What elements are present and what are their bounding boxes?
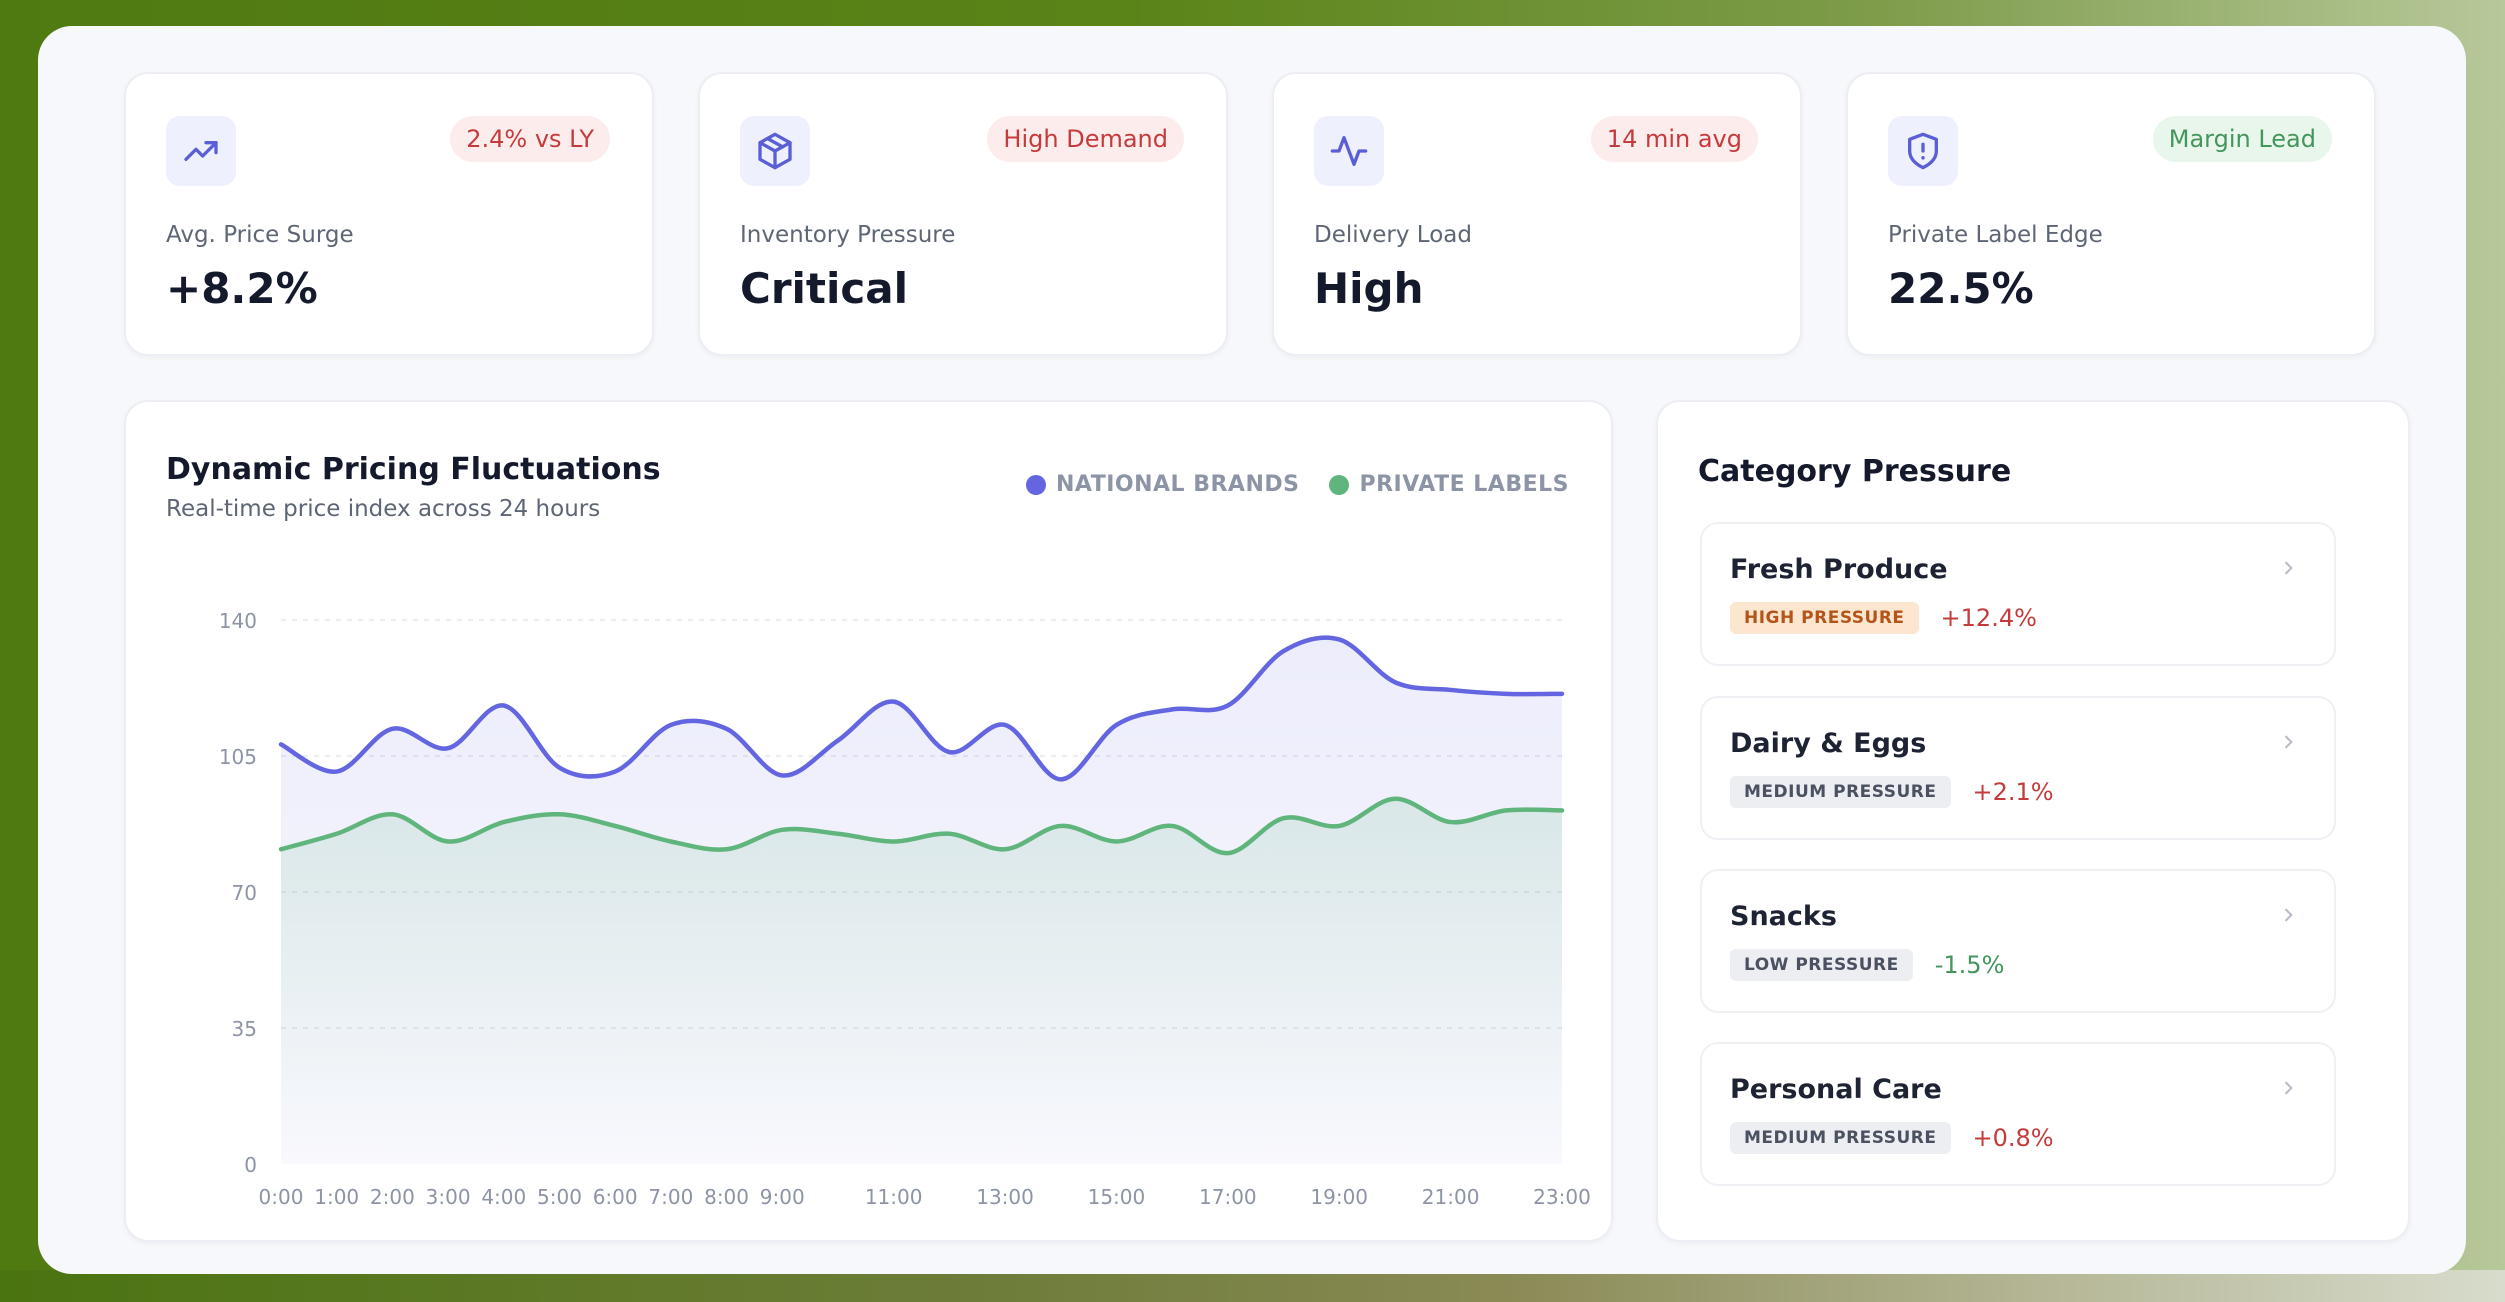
x-tick-label: 23:00 [1533,1185,1591,1209]
x-tick-label: 21:00 [1422,1185,1480,1209]
category-name: Dairy & Eggs [1730,728,1927,759]
trending-up-icon [166,116,236,186]
category-item-dairy-eggs[interactable]: Dairy & Eggs MEDIUM PRESSURE +2.1% [1700,696,2336,840]
chart-legend: NATIONAL BRANDS PRIVATE LABELS [1025,472,1569,497]
x-tick-label: 5:00 [537,1185,582,1209]
category-change: -1.5% [1934,951,2005,979]
y-tick-label: 35 [232,1017,257,1041]
x-tick-label: 11:00 [865,1185,923,1209]
x-tick-label: 3:00 [426,1185,471,1209]
x-tick-label: 15:00 [1088,1185,1146,1209]
stat-label: Delivery Load [1314,222,1472,248]
x-tick-label: 9:00 [760,1185,805,1209]
category-item-fresh-produce[interactable]: Fresh Produce HIGH PRESSURE +12.4% [1700,522,2336,666]
y-tick-label: 105 [219,745,257,769]
area-private-labels [281,798,1562,1164]
pricing-chart[interactable]: 0 35 70 105 140 0:00 1:00 2:00 3:00 4:00 5:00 6:00 7… [126,402,1615,1244]
pressure-badge: MEDIUM PRESSURE [1730,1122,1951,1154]
x-tick-label: 8:00 [704,1185,749,1209]
shield-alert-icon [1888,116,1958,186]
category-change: +2.1% [1972,778,2054,806]
category-pressure-card: Category Pressure Fresh Produce HIGH PRE… [1656,400,2410,1242]
y-tick-label: 140 [219,609,257,633]
stat-card-inventory-pressure[interactable]: High Demand Inventory Pressure Critical [698,72,1228,356]
chevron-right-icon [2284,735,2293,749]
stat-value: +8.2% [166,264,318,313]
category-item-personal-care[interactable]: Personal Care MEDIUM PRESSURE +0.8% [1700,1042,2336,1186]
dashboard-panel: 2.4% vs LY Avg. Price Surge +8.2% High D… [38,26,2466,1274]
category-item-snacks[interactable]: Snacks LOW PRESSURE -1.5% [1700,869,2336,1013]
package-icon [740,116,810,186]
stat-card-delivery-load[interactable]: 14 min avg Delivery Load High [1272,72,1802,356]
category-pressure-title: Category Pressure [1698,454,2012,489]
stat-badge: 14 min avg [1590,116,1758,162]
legend-dot-icon [1025,474,1046,495]
category-change: +0.8% [1972,1124,2054,1152]
stat-badge: 2.4% vs LY [450,116,610,162]
stat-value: High [1314,264,1424,313]
category-name: Snacks [1730,901,1837,932]
x-tick-label: 0:00 [259,1185,304,1209]
chevron-right-icon [2284,908,2293,922]
pricing-chart-card: 0 35 70 105 140 0:00 1:00 2:00 3:00 4:00 5:00 6:00 7… [124,400,1613,1242]
category-change: +12.4% [1940,604,2037,632]
x-tick-label: 19:00 [1310,1185,1368,1209]
pressure-badge: MEDIUM PRESSURE [1730,776,1951,808]
chevron-right-icon [2284,1081,2293,1095]
x-tick-label: 17:00 [1199,1185,1257,1209]
activity-icon [1314,116,1384,186]
legend-item-private-labels[interactable]: PRIVATE LABELS [1329,472,1569,497]
y-tick-label: 70 [232,881,257,905]
pressure-badge: HIGH PRESSURE [1730,602,1919,634]
stat-card-price-surge[interactable]: 2.4% vs LY Avg. Price Surge +8.2% [124,72,654,356]
category-name: Personal Care [1730,1074,1942,1105]
series-line-private-labels [278,796,1565,856]
legend-label: NATIONAL BRANDS [1055,472,1300,497]
y-tick-label: 0 [244,1153,257,1177]
stat-value: Critical [740,264,909,313]
category-name: Fresh Produce [1730,554,1948,585]
stat-label: Private Label Edge [1888,222,2103,248]
background-strip [0,1270,2505,1302]
stat-badge: High Demand [987,116,1184,162]
legend-dot-icon [1329,474,1350,495]
stat-badge: Margin Lead [2152,116,2332,162]
stat-label: Avg. Price Surge [166,222,354,248]
x-tick-label: 6:00 [593,1185,638,1209]
chevron-right-icon [2284,561,2293,575]
pressure-badge: LOW PRESSURE [1730,949,1913,981]
stat-label: Inventory Pressure [740,222,956,248]
x-tick-label: 7:00 [648,1185,693,1209]
stat-value: 22.5% [1888,264,2034,313]
legend-item-national-brands[interactable]: NATIONAL BRANDS [1025,472,1300,497]
chart-title: Dynamic Pricing Fluctuations [166,452,661,487]
legend-label: PRIVATE LABELS [1359,472,1569,497]
x-tick-label: 13:00 [976,1185,1034,1209]
x-tick-label: 1:00 [314,1185,359,1209]
chart-subtitle: Real-time price index across 24 hours [166,496,601,522]
x-tick-label: 4:00 [481,1185,526,1209]
stat-card-private-label-edge[interactable]: Margin Lead Private Label Edge 22.5% [1846,72,2376,356]
x-tick-label: 2:00 [370,1185,415,1209]
